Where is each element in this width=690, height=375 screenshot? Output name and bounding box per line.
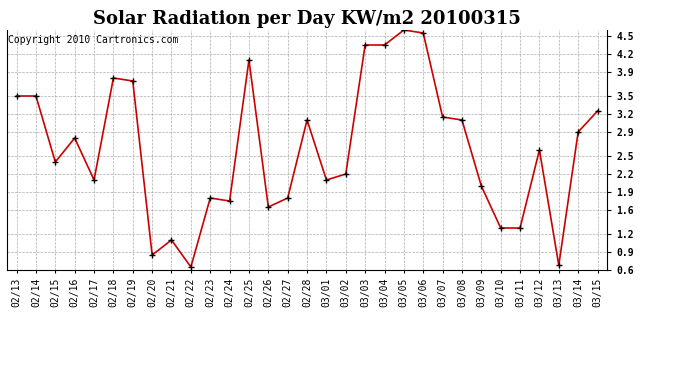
Text: Copyright 2010 Cartronics.com: Copyright 2010 Cartronics.com (8, 35, 179, 45)
Title: Solar Radiation per Day KW/m2 20100315: Solar Radiation per Day KW/m2 20100315 (93, 10, 521, 28)
